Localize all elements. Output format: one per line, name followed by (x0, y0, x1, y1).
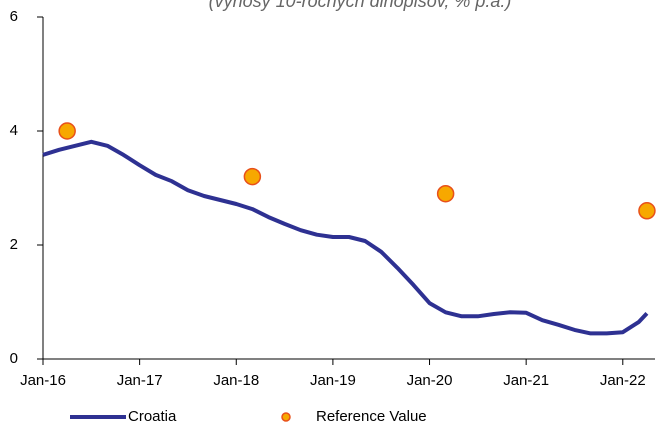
legend-label: Croatia (128, 408, 177, 425)
x-tick-label: Jan-19 (310, 372, 356, 389)
data-line (42, 139, 649, 336)
y-tick-label: 2 (10, 236, 18, 253)
legend-swatch (281, 412, 291, 422)
y-tick-label: 4 (10, 122, 18, 139)
data-point (436, 184, 455, 203)
x-tick-label: Jan-21 (503, 372, 549, 389)
y-tick-label: 6 (10, 8, 18, 25)
x-tick-label: Jan-22 (600, 372, 646, 389)
y-tick-label: 0 (10, 350, 18, 367)
legend-label: Reference Value (316, 408, 427, 425)
data-point (58, 122, 76, 140)
data-point (243, 167, 262, 186)
x-tick-label: Jan-18 (213, 372, 259, 389)
x-tick-label: Jan-16 (20, 372, 66, 389)
chart-subtitle: (výnosy 10-ročných dlhopisov, % p.a.) (209, 0, 512, 11)
data-point (638, 202, 656, 220)
x-tick-label: Jan-17 (117, 372, 163, 389)
x-tick-label: Jan-20 (407, 372, 453, 389)
